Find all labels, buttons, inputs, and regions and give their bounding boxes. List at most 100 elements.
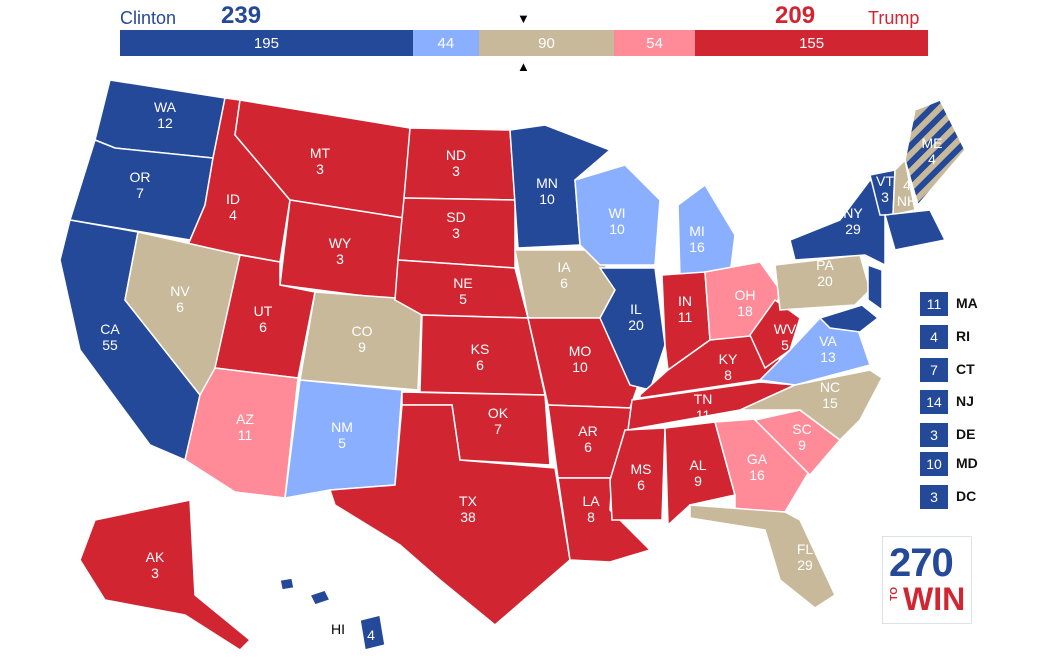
state-WV[interactable] [749,298,801,370]
label-AK-abbr: AK [146,549,165,565]
svg-text:MT3: MT 3 [310,145,331,177]
label-OH-ev: 18 [737,303,753,319]
small-state-DE-ev[interactable]: 3 [920,423,948,447]
label-IN-ev: 11 [678,309,693,325]
svg-text:NV6: NV 6 [170,283,190,315]
label-HI-ev: 4 [367,627,375,643]
state-NC[interactable] [739,369,883,441]
label-MS-abbr: MS [631,461,652,477]
state-MD-DE[interactable] [818,304,880,333]
logo-win-text: WIN [903,581,966,617]
svg-text:NM5: NM 5 [331,419,353,451]
state-SNE[interactable] [884,209,947,251]
state-TX[interactable] [328,404,571,626]
label-OR-abbr: OR [130,169,151,185]
label-AZ-ev: 11 [238,427,253,443]
bar-segment-safe-rep[interactable]: 155 [695,30,928,56]
small-state-NJ-ev[interactable]: 14 [920,390,948,414]
label-WA-ev: 12 [157,115,173,131]
label-NV-abbr: NV [170,283,190,299]
state-NH[interactable] [892,158,916,216]
majority-marker-top: ▼ [517,11,530,26]
bar-segment-safe-dem[interactable]: 195 [120,30,413,56]
label-SC-ev: 9 [798,437,806,453]
state-HI[interactable] [279,577,386,651]
270towin-logo[interactable]: 270 TO WIN [882,536,972,624]
state-ME[interactable] [904,99,966,207]
small-state-MD-label: MD [956,455,978,471]
label-IN-abbr: IN [678,293,692,309]
label-OH-abbr: OH [735,287,756,303]
label-ID-ev: 4 [229,207,237,223]
state-IL[interactable] [598,267,666,391]
svg-text:AL9: AL 9 [689,457,706,489]
state-MS[interactable] [609,427,666,521]
state-NJ[interactable] [867,263,883,312]
label-SD-ev: 3 [452,225,460,241]
label-WV-ev: 5 [781,337,789,353]
svg-text:LA8: LA 8 [582,493,600,525]
svg-text:OR7: OR 7 [130,169,151,201]
svg-text:WV5: WV 5 [774,321,797,353]
state-CO[interactable] [299,291,423,391]
state-FL[interactable] [689,504,836,609]
svg-text:IA6: IA 6 [557,259,571,291]
svg-text:NE5: NE 5 [453,275,472,307]
label-AR-abbr: AR [578,423,597,439]
state-AL[interactable] [664,421,736,527]
small-state-CT-label: CT [956,361,975,377]
label-NC-ev: 15 [822,395,838,411]
label-WY-ev: 3 [336,251,344,267]
svg-text:SD3: SD 3 [446,209,465,241]
electoral-vote-bar: 195 44 90 54 155 [120,30,928,56]
label-WA-abbr: WA [154,99,177,115]
label-NH-abbr: NH [897,193,917,209]
label-WY-abbr: WY [329,235,352,251]
small-state-DC-ev[interactable]: 3 [920,485,948,509]
bar-segment-tossup[interactable]: 90 [478,30,615,56]
small-state-RI-ev[interactable]: 4 [920,325,948,349]
label-GA-ev: 16 [749,467,765,483]
label-LA-abbr: LA [582,493,600,509]
state-MI[interactable] [677,183,736,279]
label-IA-abbr: IA [557,259,571,275]
label-NE-ev: 5 [459,291,467,307]
small-state-NJ-label: NJ [956,393,974,409]
small-state-CT-ev[interactable]: 7 [920,358,948,382]
small-state-MA-ev[interactable]: 11 [920,292,948,316]
state-AZ[interactable] [184,367,299,499]
svg-text:WY3: WY 3 [329,235,352,267]
label-ND-ev: 3 [452,163,460,179]
label-IL-ev: 20 [628,317,644,333]
label-HI-abbr: HI [331,621,345,637]
logo-to-text: TO [889,587,900,601]
bar-segment-lean-rep[interactable]: 54 [614,30,696,56]
state-WI[interactable] [574,164,661,266]
label-NC-abbr: NC [820,379,840,395]
label-PA-abbr: PA [816,257,834,273]
state-AK[interactable] [79,499,252,651]
state-shapes [59,79,966,651]
bar-segment-lean-dem[interactable]: 44 [412,30,479,56]
svg-text:ME4: ME 4 [922,135,943,167]
state-NY[interactable] [789,178,886,267]
svg-text:AK3: AK 3 [146,549,165,581]
label-UT-abbr: UT [254,303,273,319]
label-SD-abbr: SD [446,209,465,225]
svg-text:AR6: AR 6 [578,423,597,455]
svg-text:CO9: CO 9 [352,323,373,355]
svg-text:UT6: UT 6 [254,303,273,335]
label-KY-ev: 8 [724,367,732,383]
small-state-MD-ev[interactable]: 10 [920,452,948,476]
